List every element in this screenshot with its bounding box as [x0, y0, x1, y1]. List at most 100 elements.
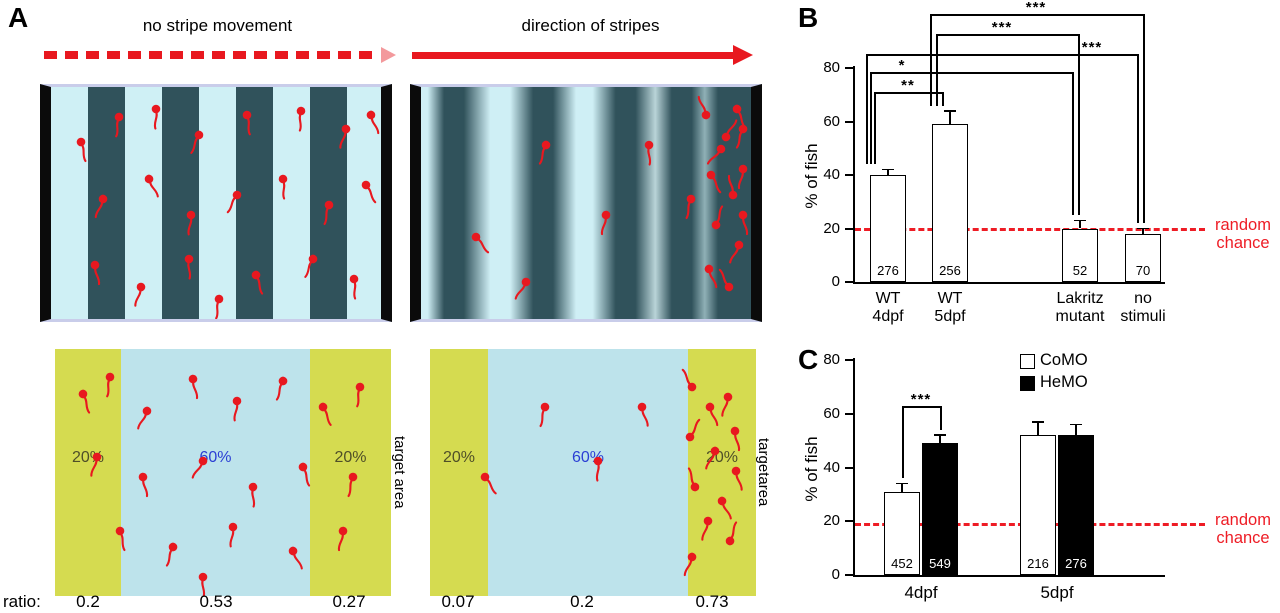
- fish-larva: [717, 496, 732, 520]
- fish-larva: [242, 110, 252, 136]
- y-tick-label: 20: [823, 219, 840, 237]
- random-chance-line: [855, 227, 1205, 231]
- fish-larva: [78, 389, 91, 414]
- error-bar-cap: [1032, 421, 1044, 423]
- x-tick-label: no: [1134, 290, 1152, 307]
- y-axis: [853, 358, 855, 577]
- bar: [922, 443, 958, 575]
- y-tick-label: 80: [823, 351, 840, 368]
- fish-larva: [278, 174, 288, 200]
- sig-label: **: [901, 77, 915, 94]
- schematic-static: 20% 60% 20%: [55, 349, 391, 596]
- fish-larva: [188, 374, 199, 400]
- x-tick-label: WT: [937, 290, 963, 307]
- fish-layer: [76, 104, 380, 319]
- middle-zone: [121, 349, 310, 596]
- bar: [884, 491, 920, 575]
- fish-larva: [298, 462, 311, 487]
- panel-b-letter: B: [798, 2, 819, 33]
- sig-bracket: [874, 92, 876, 164]
- x-tick-label: WT: [875, 290, 901, 307]
- bar: [870, 175, 906, 282]
- x-axis: [853, 575, 1165, 577]
- fish-larva: [681, 368, 697, 392]
- fish-larva: [296, 106, 306, 132]
- sig-bracket: [870, 72, 1072, 74]
- target-zone-left: [430, 349, 488, 596]
- x-tick-label: mutant: [1055, 308, 1105, 325]
- sig-bracket: [902, 406, 940, 408]
- fish-larva: [275, 376, 288, 401]
- fish-layer: [471, 95, 749, 300]
- target-zone-right: [688, 349, 756, 596]
- ratio-value: 0.53: [199, 592, 233, 611]
- legend-label: CoMO: [1040, 351, 1088, 369]
- sig-bracket: [874, 92, 942, 94]
- fish-larva: [186, 210, 196, 236]
- fish-larva: [94, 194, 108, 219]
- right-tank-title: direction of stripes: [521, 16, 660, 35]
- fish-larva: [232, 396, 242, 422]
- fish-larva: [304, 254, 318, 278]
- x-tick-label: 5dpf: [934, 308, 966, 325]
- sig-bracket: [1137, 54, 1139, 223]
- legend-swatch: [1020, 376, 1035, 391]
- fish-larva: [727, 174, 738, 200]
- bar-n-label: 276: [877, 263, 899, 278]
- panel-c-chart: C 0 20 40 60 80 % of fish random chance 452 216 Co…: [790, 338, 1280, 613]
- fish-larva: [151, 104, 161, 130]
- fish-larva: [214, 294, 224, 319]
- fish-larva: [165, 542, 178, 567]
- target-zone-right: [310, 349, 391, 596]
- fish-larva: [725, 521, 738, 546]
- fish-larva: [137, 406, 152, 430]
- bar-n-label: 52: [1072, 263, 1088, 278]
- fish-larva: [711, 205, 724, 230]
- fish-larva: [685, 194, 696, 220]
- sig-bracket: [870, 72, 872, 164]
- target-zone-left: [55, 349, 121, 596]
- no-movement-dashed-arrow: [44, 51, 380, 59]
- x-tick-label: Lakritz: [1056, 290, 1104, 307]
- stripe-direction-arrow: [412, 52, 734, 59]
- ratio-value: 0.2: [570, 592, 594, 611]
- fish-larva: [737, 164, 748, 190]
- sig-bracket: [1078, 34, 1080, 215]
- fish-larva: [105, 372, 115, 398]
- fish-larva: [721, 119, 738, 142]
- panel-c-letter: C: [798, 344, 819, 375]
- random-chance-label: chance: [1216, 528, 1270, 547]
- y-tick-label: 40: [823, 458, 840, 476]
- fish-larva: [683, 552, 697, 577]
- sig-bracket: [936, 34, 1078, 36]
- fish-larva: [705, 402, 719, 427]
- error-bar: [1075, 424, 1077, 436]
- fish-larva: [706, 144, 726, 165]
- fish-larva: [337, 526, 348, 552]
- y-tick-label: 80: [823, 59, 840, 76]
- y-tick-label: 40: [823, 166, 840, 183]
- random-chance-label: chance: [1216, 233, 1270, 252]
- bar-n-label: 452: [891, 556, 913, 571]
- fish-larva: [355, 382, 365, 408]
- fish-larva: [731, 466, 743, 491]
- stripe-direction-arrow-head-icon: [733, 45, 753, 65]
- fish-larva: [339, 124, 351, 149]
- error-bar: [949, 110, 951, 125]
- zone-middle-label: 60%: [199, 449, 232, 466]
- bar-n-label: 276: [1065, 556, 1087, 571]
- left-tank-title: no stripe movement: [142, 16, 293, 35]
- bar: [1020, 435, 1056, 575]
- random-chance-label: random: [1215, 215, 1271, 234]
- fish-larva: [644, 140, 654, 166]
- y-tick-label: 0: [831, 566, 840, 583]
- fish-larva: [697, 95, 711, 120]
- fish-larva: [721, 392, 733, 417]
- ratio-value: 0.27: [332, 592, 366, 611]
- fish-larva: [706, 170, 722, 194]
- fish-larva: [76, 137, 87, 163]
- fish-larva: [704, 264, 718, 289]
- x-tick-label: 4dpf: [904, 583, 938, 602]
- fish-larva: [730, 426, 741, 452]
- sig-bracket: [930, 14, 932, 106]
